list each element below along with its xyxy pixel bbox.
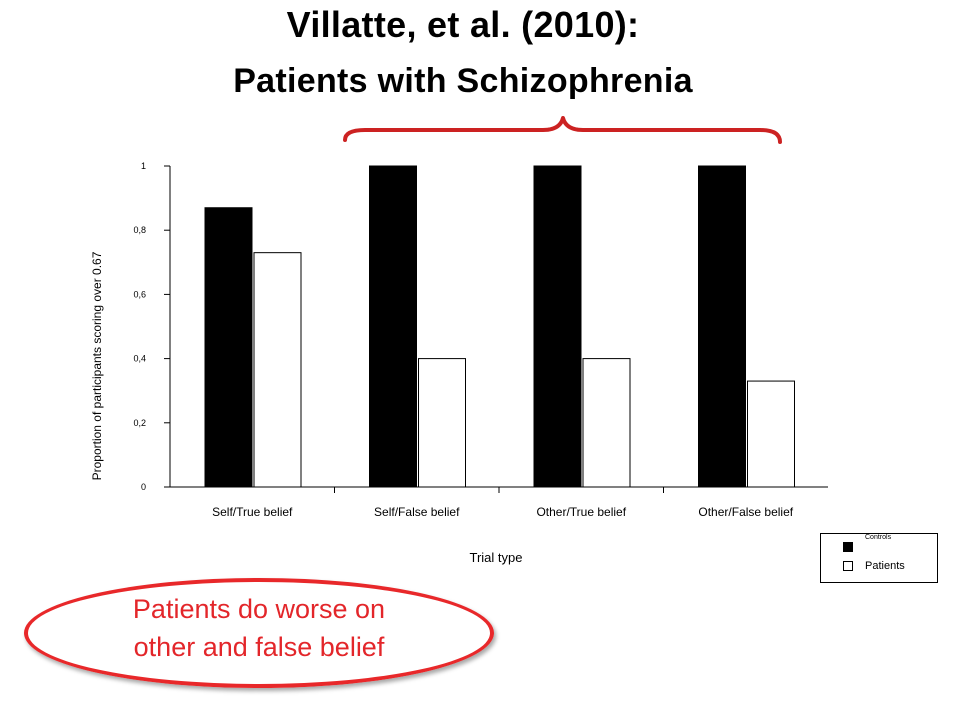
x-tick-label: Other/False belief (698, 505, 793, 519)
slide-title-line1: Villatte, et al. (2010): (286, 4, 640, 45)
y-axis-label: Proportion of participants scoring over … (90, 251, 104, 480)
legend-swatch-patients (843, 561, 853, 571)
bar-patients-2 (582, 358, 631, 488)
y-tick-label: 1 (141, 161, 146, 171)
bar-controls-3 (698, 165, 746, 488)
callout-line2: other and false belief (133, 632, 385, 662)
legend-label-patients: Patients (865, 560, 905, 572)
legend-label-controls: Controls (865, 534, 892, 541)
chart-bars (204, 165, 795, 488)
curly-brace (343, 116, 782, 144)
x-tick-label: Other/True belief (536, 505, 626, 519)
slide-title-line2: Patients with Schizophrenia (233, 62, 693, 100)
chart-ticks: 0 0,2 0,4 0,6 0,8 1 Self/True belief Self/False… (133, 161, 793, 519)
y-tick-label: 0,2 (133, 418, 146, 428)
x-tick-label: Self/False belief (374, 505, 460, 519)
x-axis-label: Trial type (470, 550, 523, 565)
y-tick-label: 0 (141, 482, 146, 492)
y-tick-label: 0,4 (133, 354, 146, 364)
bar-controls-2 (533, 165, 582, 488)
bar-controls-1 (369, 165, 417, 488)
callout-text: Patients do worse on other and false bel… (24, 590, 494, 666)
callout-line1: Patients do worse on (132, 594, 386, 624)
y-tick-label: 0,8 (133, 225, 146, 235)
chart-legend: Controls Patients (820, 533, 938, 583)
callout-ellipse (24, 578, 494, 688)
bar-controls-0 (204, 207, 253, 488)
bar-patients-3 (747, 380, 795, 488)
legend-swatch-controls (843, 542, 853, 552)
bar-patients-1 (418, 358, 466, 488)
x-tick-label: Self/True belief (212, 505, 293, 519)
bar-patients-0 (253, 252, 302, 488)
y-tick-label: 0,6 (133, 289, 146, 299)
